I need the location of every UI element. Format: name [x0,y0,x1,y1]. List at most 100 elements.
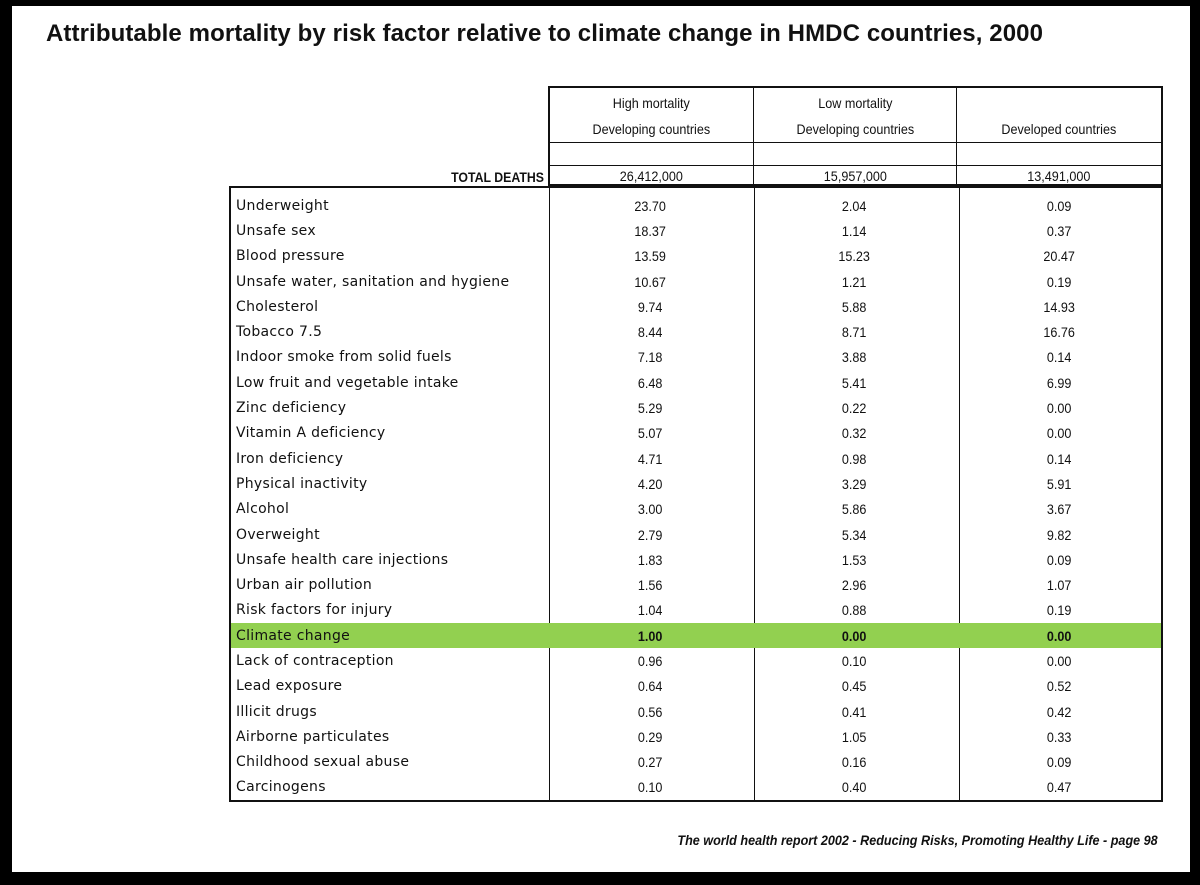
table-row: Low fruit and vegetable intake 6.48 5.41 6.… [231,370,1161,395]
column-header-box: High mortality Developing countries 26,4… [548,86,1163,186]
mortality-value: 0.00 [1046,652,1072,669]
mortality-value: 5.91 [1046,475,1072,492]
mortality-value: 0.37 [1046,222,1072,239]
risk-factor-label: Vitamin A deficiency [236,425,386,442]
mortality-value: 0.45 [842,678,867,695]
mortality-value: 2.79 [637,526,663,543]
mortality-value: 0.33 [1046,728,1072,745]
mortality-value: 4.71 [637,450,663,467]
risk-factor-label: Iron deficiency [236,450,344,467]
mortality-value: 5.34 [842,526,867,543]
risk-factor-label: Lack of contraception [236,652,394,669]
table-row: Blood pressure 13.59 15.23 20.47 [231,244,1161,269]
risk-factor-label: Childhood sexual abuse [236,754,410,771]
table-row: Overweight 2.79 5.34 9.82 [231,522,1161,547]
table-row: Iron deficiency 4.71 0.98 0.14 [231,446,1161,471]
table-row: Risk factors for injury 1.04 0.88 0.19 [231,598,1161,623]
column-header-line1: Low mortality [817,95,893,111]
table-row: Physical inactivity 4.20 3.29 5.91 [231,471,1161,496]
mortality-value: 0.22 [842,400,867,417]
mortality-value: 16.76 [1043,324,1075,341]
risk-factor-label: Airborne particulates [236,728,390,745]
mortality-value: 8.44 [637,324,663,341]
table-row: Cholesterol 9.74 5.88 14.93 [231,294,1161,319]
table-row: Unsafe health care injections 1.83 1.53 0.0… [231,547,1161,572]
mortality-value: 18.37 [634,222,666,239]
mortality-value: 0.88 [842,602,867,619]
slide: Attributable mortality by risk factor re… [12,6,1190,872]
mortality-value: 0.42 [1046,703,1072,720]
risk-factor-label: Risk factors for injury [236,602,393,619]
mortality-value: 2.96 [842,577,867,594]
mortality-value: 4.20 [637,475,663,492]
mortality-value: 1.53 [842,551,867,568]
mortality-value: 1.00 [637,627,663,644]
column-divider [549,188,550,800]
source-citation: The world health report 2002 - Reducing … [677,832,1158,848]
mortality-value: 0.14 [1046,349,1072,366]
risk-factor-label: Alcohol [236,501,290,518]
mortality-value: 3.67 [1046,501,1072,518]
table-row: Illicit drugs 0.56 0.41 0.42 [231,699,1161,724]
mortality-value: 5.86 [842,501,867,518]
mortality-value: 0.41 [842,703,867,720]
mortality-value: 0.09 [1046,551,1072,568]
mortality-value: 13.59 [634,248,666,265]
mortality-value: 0.00 [1046,400,1072,417]
mortality-value: 0.14 [1046,450,1072,467]
risk-factor-label: Cholesterol [236,298,319,315]
risk-factor-label: Low fruit and vegetable intake [236,374,459,391]
mortality-value: 3.29 [842,475,867,492]
mortality-value: 1.07 [1046,577,1072,594]
table-row: Zinc deficiency 5.29 0.22 0.00 [231,395,1161,420]
mortality-value: 23.70 [634,197,666,214]
total-deaths-value: 26,412,000 [619,168,683,184]
table-row: Unsafe sex 18.37 1.14 0.37 [231,218,1161,243]
risk-factor-label: Climate change [236,627,351,644]
mortality-value: 7.18 [637,349,663,366]
mortality-value: 1.05 [842,728,867,745]
mortality-value: 0.29 [637,728,663,745]
mortality-value: 0.19 [1046,273,1072,290]
total-deaths-label: TOTAL DEATHS [451,169,544,185]
mortality-value: 1.04 [637,602,663,619]
mortality-value: 5.29 [637,400,663,417]
table-row: Airborne particulates 0.29 1.05 0.33 [231,724,1161,749]
mortality-value: 1.83 [637,551,663,568]
mortality-value: 9.82 [1046,526,1072,543]
table-rows: Underweight 23.70 2.04 0.09 Unsafe sex 18.37 1… [231,193,1161,800]
column-header-low-mortality: Low mortality Developing countries 15,95… [753,88,958,184]
mortality-value: 0.98 [842,450,867,467]
mortality-value: 10.67 [634,273,666,290]
mortality-value: 0.32 [842,425,867,442]
risk-factor-label: Physical inactivity [236,475,368,492]
risk-factor-label: Zinc deficiency [236,400,347,417]
table-row: Lack of contraception 0.96 0.10 0.00 [231,648,1161,673]
column-header-developed: Developed countries 13,491,000 [957,88,1161,184]
column-header-high-mortality: High mortality Developing countries 26,4… [550,88,754,184]
risk-factor-label: Unsafe sex [236,222,316,239]
risk-factor-label: Indoor smoke from solid fuels [236,349,452,366]
table-row: Climate change 1.00 0.00 0.00 [231,623,1161,649]
total-deaths-value: 15,957,000 [823,168,887,184]
mortality-value: 3.88 [842,349,867,366]
risk-factor-label: Unsafe water, sanitation and hygiene [236,273,510,290]
table-row: Unsafe water, sanitation and hygiene 10.6… [231,269,1161,294]
mortality-value: 0.00 [842,627,867,644]
mortality-value: 5.41 [842,374,867,391]
column-header-line1: High mortality [612,95,690,111]
mortality-value: 0.47 [1046,779,1072,796]
table-row: Childhood sexual abuse 0.27 0.16 0.09 [231,750,1161,775]
table-row: Carcinogens 0.10 0.40 0.47 [231,775,1161,800]
mortality-value: 0.40 [842,779,867,796]
column-header-line2: Developing countries [592,121,711,137]
mortality-value: 20.47 [1043,248,1075,265]
risk-factor-label: Carcinogens [236,779,326,796]
mortality-value: 0.00 [1046,627,1072,644]
column-divider [959,188,960,800]
risk-factor-label: Urban air pollution [236,577,373,594]
table-row: Lead exposure 0.64 0.45 0.52 [231,674,1161,699]
column-divider [754,188,755,800]
table-row: Indoor smoke from solid fuels 7.18 3.88 0.1… [231,345,1161,370]
risk-factor-label: Tobacco 7.5 [236,324,323,341]
